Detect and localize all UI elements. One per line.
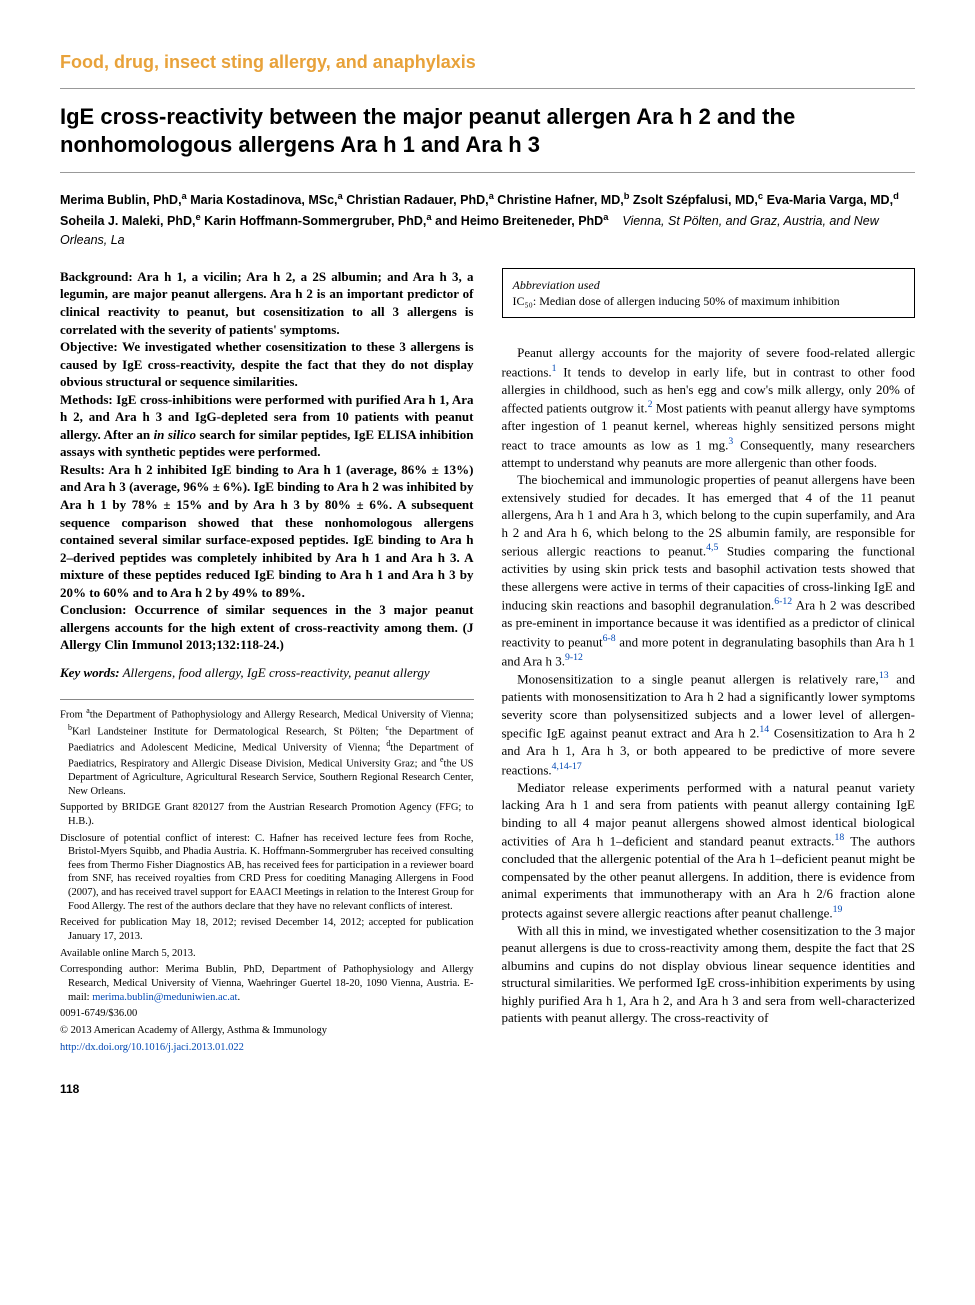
- abstract-results: Ara h 2 inhibited IgE binding to Ara h 1…: [60, 462, 474, 600]
- abstract-methods: IgE cross-inhibitions were performed wit…: [60, 392, 474, 460]
- footnotes: From athe Department of Pathophysiology …: [60, 699, 474, 1054]
- abstract-methods-label: Methods:: [60, 392, 116, 407]
- footnote-from: From athe Department of Pathophysiology …: [60, 706, 474, 798]
- abstract: Background: Ara h 1, a vicilin; Ara h 2,…: [60, 268, 474, 682]
- doi-link[interactable]: http://dx.doi.org/10.1016/j.jaci.2013.01…: [60, 1042, 244, 1053]
- footnote-support: Supported by BRIDGE Grant 820127 from th…: [60, 801, 474, 828]
- left-column: Background: Ara h 1, a vicilin; Ara h 2,…: [60, 268, 474, 1057]
- article-title: IgE cross-reactivity between the major p…: [60, 103, 915, 158]
- abstract-background-label: Background:: [60, 269, 137, 284]
- keywords-label: Key words:: [60, 665, 120, 680]
- abbreviation-box: Abbreviation used IC₅₀: Median dose of a…: [502, 268, 916, 318]
- abstract-results-label: Results:: [60, 462, 108, 477]
- abstract-conclusion-label: Conclusion:: [60, 602, 134, 617]
- footnote-copyright: © 2013 American Academy of Allergy, Asth…: [60, 1024, 474, 1038]
- abstract-objective: We investigated whether cosensitization …: [60, 339, 474, 389]
- body-text: Peanut allergy accounts for the majority…: [502, 344, 916, 1027]
- footnote-disclosure: Disclosure of potential conflict of inte…: [60, 832, 474, 914]
- body-para-1: Peanut allergy accounts for the majority…: [502, 344, 916, 471]
- keywords: Key words: Allergens, food allergy, IgE …: [60, 664, 474, 682]
- right-column: Abbreviation used IC₅₀: Median dose of a…: [502, 268, 916, 1057]
- abstract-objective-label: Objective:: [60, 339, 122, 354]
- title-block: IgE cross-reactivity between the major p…: [60, 88, 915, 173]
- authors-block: Merima Bublin, PhD,a Maria Kostadinova, …: [60, 189, 915, 250]
- footnote-online: Available online March 5, 2013.: [60, 947, 474, 961]
- section-heading: Food, drug, insect sting allergy, and an…: [60, 50, 915, 74]
- body-para-4: Mediator release experiments performed w…: [502, 779, 916, 922]
- body-para-5: With all this in mind, we investigated w…: [502, 922, 916, 1027]
- footnote-doi: http://dx.doi.org/10.1016/j.jaci.2013.01…: [60, 1041, 474, 1055]
- page-number: 118: [60, 1081, 915, 1097]
- two-column-layout: Background: Ara h 1, a vicilin; Ara h 2,…: [60, 268, 915, 1057]
- footnote-corresponding: Corresponding author: Merima Bublin, PhD…: [60, 963, 474, 1004]
- keywords-text: Allergens, food allergy, IgE cross-react…: [123, 665, 430, 680]
- abbrev-line: IC₅₀: Median dose of allergen inducing 5…: [513, 293, 905, 309]
- body-para-3: Monosensitization to a single peanut all…: [502, 669, 916, 778]
- footnote-issn: 0091-6749/$36.00: [60, 1007, 474, 1021]
- corresponding-email-link[interactable]: merima.bublin@meduniwien.ac.at: [92, 992, 237, 1003]
- footnote-received: Received for publication May 18, 2012; r…: [60, 916, 474, 943]
- body-para-2: The biochemical and immunologic properti…: [502, 471, 916, 669]
- abbrev-title: Abbreviation used: [513, 277, 905, 293]
